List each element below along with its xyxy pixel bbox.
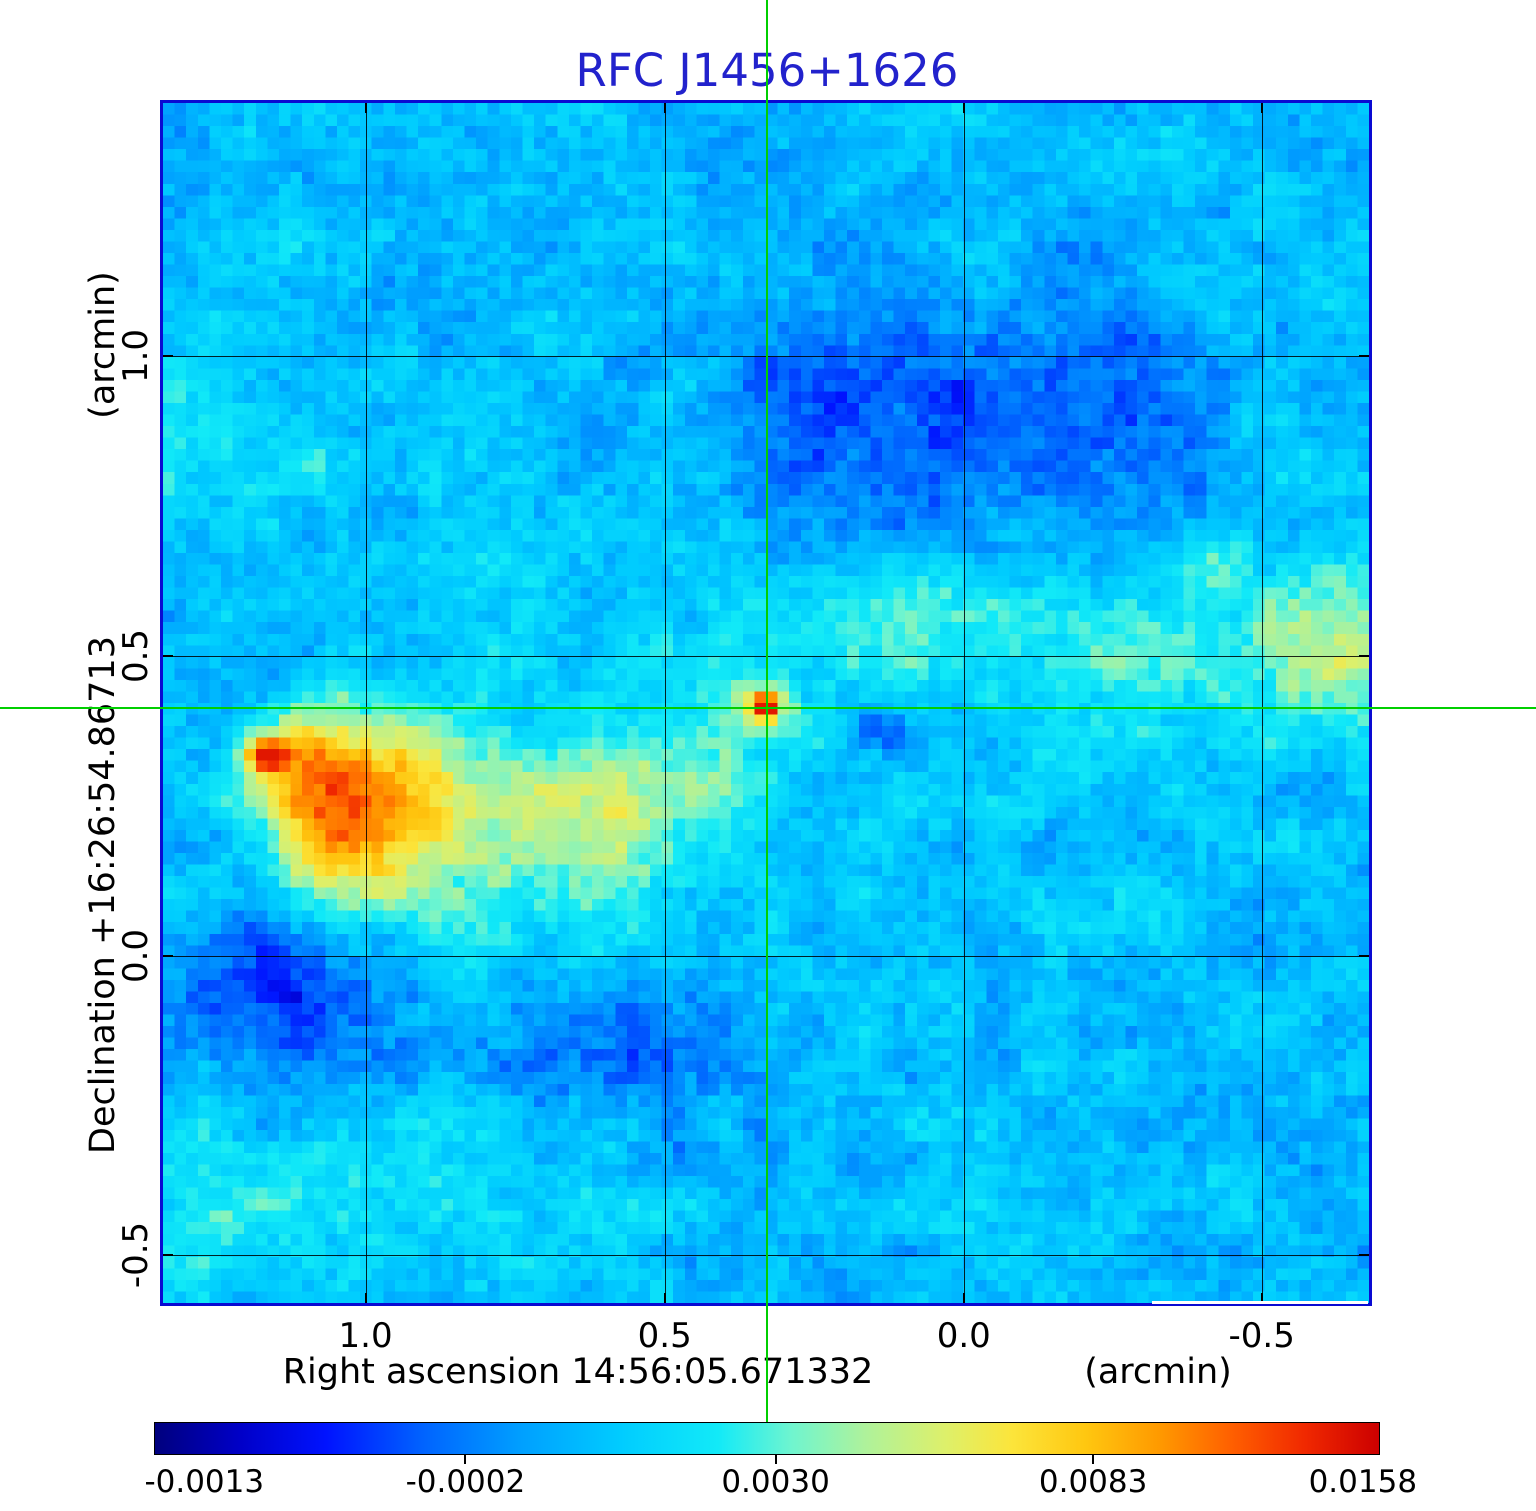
y-tick-mark (163, 655, 173, 657)
scale-bar (1152, 1301, 1368, 1304)
x-tick-mark (365, 103, 367, 113)
crosshair-vertical-line (766, 0, 768, 1422)
x-tick-label: -0.5 (1228, 1316, 1295, 1356)
y-tick-mark (1359, 655, 1369, 657)
x-tick-mark (365, 1293, 367, 1303)
colorbar[interactable] (154, 1422, 1380, 1455)
x-tick-label: 0.0 (936, 1316, 991, 1356)
colorbar-tick-mark (774, 1455, 777, 1464)
y-tick-mark (163, 1254, 173, 1256)
y-tick-mark (1359, 955, 1369, 957)
crosshair-horizontal-line (0, 707, 1536, 709)
colorbar-tick-mark (464, 1455, 467, 1464)
y-tick-mark (163, 355, 173, 357)
colorbar-tick-mark (1092, 1455, 1095, 1464)
colorbar-label: 0.0030 (721, 1464, 830, 1500)
x-axis-unit: (arcmin) (1084, 1352, 1232, 1392)
colorbar-label: -0.0013 (144, 1464, 265, 1500)
x-tick-label: 0.5 (637, 1316, 692, 1356)
gridline-vertical (964, 103, 965, 1303)
y-tick-label: -0.5 (116, 1221, 156, 1289)
x-axis-title: Right ascension 14:56:05.671332 (282, 1352, 874, 1392)
y-tick-mark (163, 955, 173, 957)
y-tick-mark (1359, 1254, 1369, 1256)
x-tick-mark (963, 1293, 965, 1303)
y-tick-mark (1359, 355, 1369, 357)
x-tick-mark (1261, 103, 1263, 113)
y-axis-title: Declination +16:26:54.86713 (83, 636, 123, 1154)
gridline-vertical (665, 103, 666, 1303)
colorbar-label: -0.0002 (405, 1464, 526, 1500)
colorbar-label: 0.0083 (1038, 1464, 1148, 1500)
x-tick-mark (664, 103, 666, 113)
gridline-vertical (1262, 103, 1263, 1303)
x-tick-mark (963, 103, 965, 113)
colorbar-label: 0.0158 (1308, 1464, 1418, 1500)
gridline-vertical (366, 103, 367, 1303)
x-tick-label: 1.0 (338, 1316, 393, 1356)
x-tick-mark (1261, 1293, 1263, 1303)
y-axis-unit: (arcmin) (83, 271, 123, 419)
x-tick-mark (664, 1293, 666, 1303)
